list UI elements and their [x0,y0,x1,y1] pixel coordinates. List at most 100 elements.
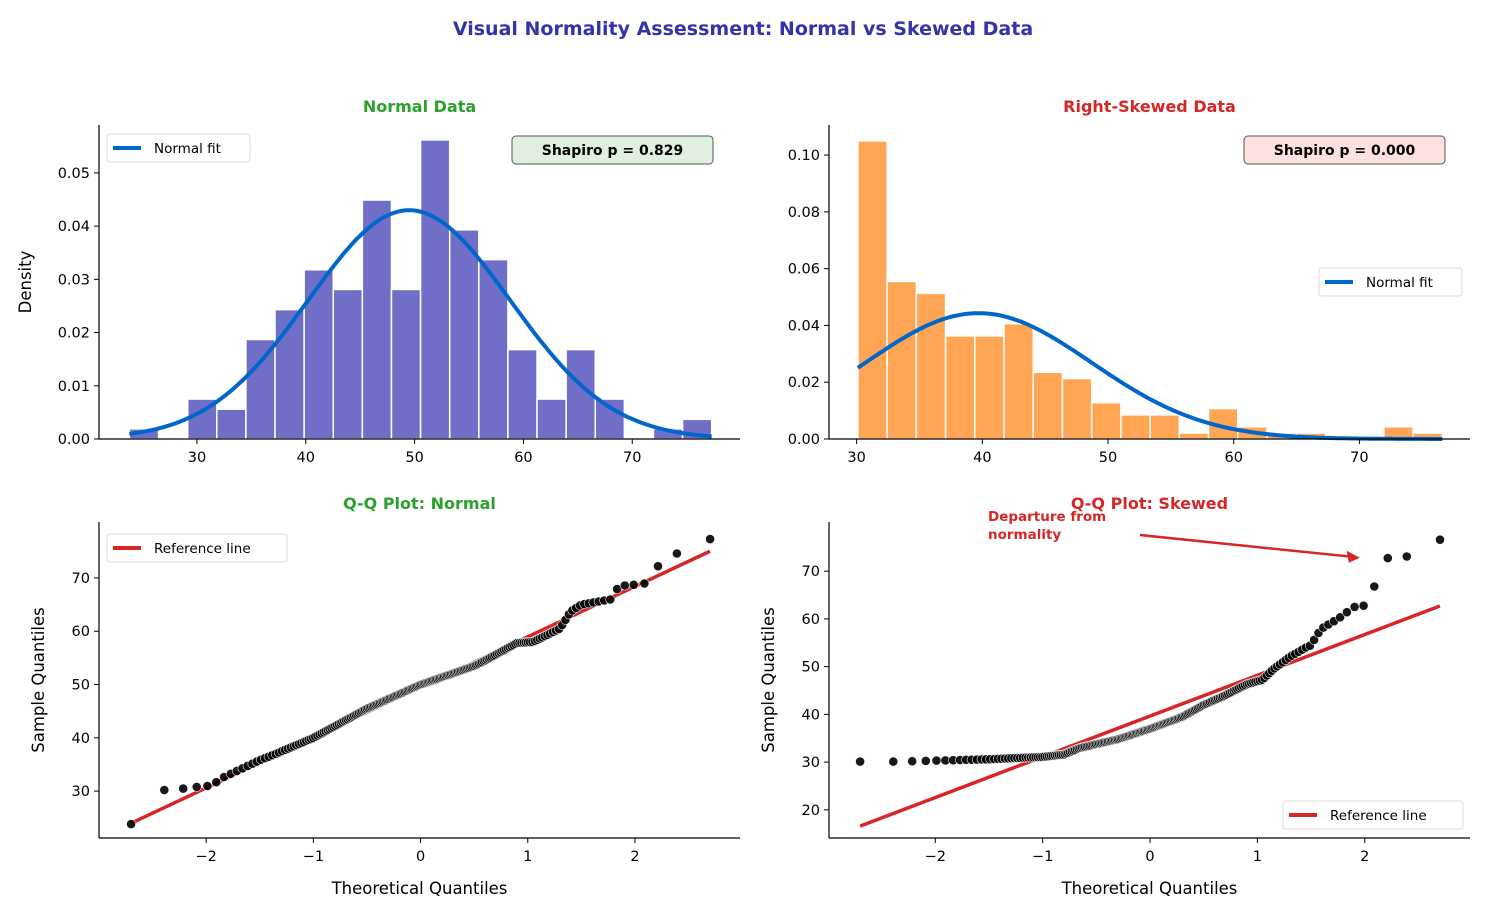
histogram-bar [1178,432,1210,440]
subplot-title: Q-Q Plot: Normal [343,494,496,513]
plot-area [855,534,1445,828]
histogram-bar [886,280,918,440]
subplot-title: Right-Skewed Data [1063,97,1236,116]
annotation-box [511,135,714,165]
histogram-bar [419,139,451,440]
qq-point [1349,602,1360,612]
x-tick-label: 0 [1145,849,1154,865]
qq-point [159,785,170,795]
histogram-bar [390,288,422,440]
qq-point [855,756,865,767]
qq-point [211,777,222,788]
legend: Normal fit [1318,267,1463,297]
y-tick-label: 0.04 [788,318,820,334]
histogram-bar [1149,414,1181,440]
x-tick-label: 0 [416,849,425,865]
x-tick-label: 30 [188,450,206,466]
y-tick-label: 0.01 [58,379,90,395]
y-axis-label: Sample Quantiles [759,607,778,753]
normal-fit-curve [856,311,1443,441]
y-tick-label: 50 [72,678,90,694]
annotation-box [1243,135,1446,165]
figure-title: Visual Normality Assessment: Normal vs S… [453,18,1033,40]
departure-annotation: Departure from normality [988,509,1360,563]
shapiro-p-value: Shapiro p = 0.829 [542,143,684,159]
annotation-arrow [1139,533,1352,559]
histogram-bar [1090,401,1122,440]
x-tick-label: 50 [1099,450,1117,466]
histogram-bar [303,269,335,440]
y-tick-label: 20 [802,803,820,819]
legend-box [106,133,251,163]
normal-qq-panel: Q-Q Plot: Normal Reference line −2 −1 0 1 2 30 4… [29,494,740,898]
y-tick-label: 70 [802,564,820,580]
plot-area [126,534,715,829]
qq-point [639,578,650,589]
histogram-bar [448,229,480,440]
legend: Reference line [106,533,288,563]
x-tick-label: 1 [1253,849,1262,865]
y-tick-label: 0.02 [788,375,820,391]
qq-point [1382,553,1393,563]
y-tick-label: 70 [72,571,90,587]
qq-point [907,756,918,767]
histogram-bar [245,338,276,440]
qq-point [191,782,202,792]
histogram-bar [1003,322,1034,440]
x-tick-label: 70 [623,450,641,466]
histogram-bar [944,335,976,440]
x-axis-label: Theoretical Quantiles [1061,879,1238,898]
qq-point [202,781,213,791]
qq-point [628,579,639,590]
histogram-bar [536,398,567,440]
qq-point [1435,534,1445,545]
x-tick-label: 60 [1224,450,1242,466]
y-tick-label: 50 [802,660,820,676]
plot-area [128,139,713,440]
y-axis-label: Density [16,250,35,313]
histogram-bar [274,308,305,440]
y-tick-label: 30 [72,784,90,800]
normal-hist-panel: Normal Data Shapiro p = 0.829 Normal fit 30… [16,97,740,466]
qq-point [1358,600,1369,611]
histogram-bar [332,288,364,440]
normal-fit-curve [129,208,712,439]
x-tick-label: 30 [847,450,865,466]
x-tick-label: 70 [1350,450,1368,466]
x-tick-label: 40 [297,450,315,466]
qq-point [1335,612,1345,623]
arrow-head-icon [1346,550,1360,563]
shapiro-annotation: Shapiro p = 0.000 [1243,135,1446,165]
y-tick-label: 0.10 [788,148,820,164]
y-tick-label: 0.06 [788,262,820,278]
legend-box [1318,267,1463,297]
qq-point [672,548,682,559]
legend-box [1282,800,1464,830]
legend: Normal fit [106,133,251,163]
qq-point [653,561,663,572]
y-tick-label: 0.00 [788,432,820,448]
y-tick-label: 60 [72,624,90,640]
legend-label: Normal fit [1366,275,1433,291]
qq-point [1342,607,1352,618]
y-tick-label: 0.04 [58,219,90,235]
qq-point [126,819,137,829]
histogram-bar [915,292,947,440]
annotation-text: normality [988,527,1061,543]
qq-point [931,755,942,766]
qq-point [1369,581,1380,592]
qq-point [1309,635,1319,645]
y-tick-label: 40 [802,707,820,723]
histogram-bar [974,335,1005,440]
y-tick-label: 40 [72,731,90,747]
skewed-qq-panel: Q-Q Plot: Skewed Reference line Departure … [759,494,1470,898]
histogram-bar [1120,414,1151,440]
skewed-hist-panel: Right-Skewed Data Shapiro p = 0.000 Normal… [788,97,1470,466]
y-tick-label: 0.08 [788,205,820,221]
y-tick-label: 60 [802,612,820,628]
reference-line [859,604,1441,828]
x-tick-label: −1 [303,849,324,865]
shapiro-annotation: Shapiro p = 0.829 [511,135,714,165]
x-tick-label: 40 [973,450,991,466]
